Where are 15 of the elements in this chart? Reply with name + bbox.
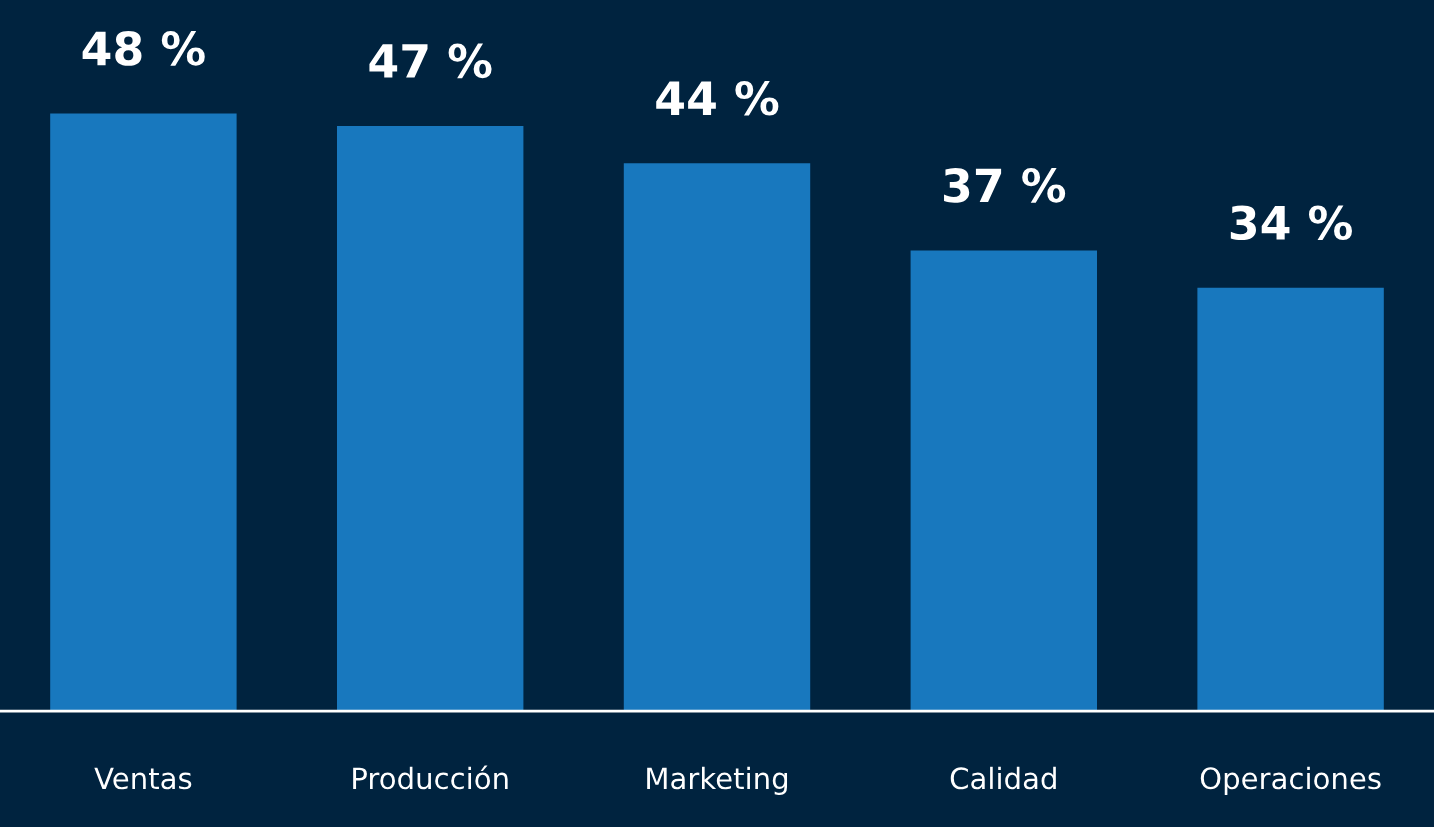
x-tick-label: Marketing [647, 766, 788, 795]
x-tick-label: Operaciones [1200, 766, 1381, 795]
x-tick-label: Ventas [94, 767, 192, 790]
x-tick-label: Producción [353, 765, 508, 790]
bar [336, 126, 524, 712]
x-tick-label: Calidad [950, 766, 1056, 790]
data-label: 37 % [944, 168, 1066, 203]
bar [1197, 287, 1384, 712]
data-label: 34 % [1230, 205, 1352, 241]
data-label: 44 % [656, 80, 779, 116]
bar [910, 250, 1098, 712]
bar [623, 163, 811, 712]
data-label: 47 % [369, 43, 492, 79]
bar [50, 113, 237, 712]
data-label: 48 % [82, 31, 205, 66]
